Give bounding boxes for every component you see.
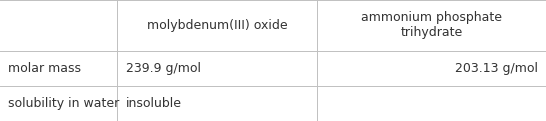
Text: solubility in water: solubility in water <box>8 97 120 110</box>
Text: 203.13 g/mol: 203.13 g/mol <box>455 62 538 75</box>
Text: ammonium phosphate
trihydrate: ammonium phosphate trihydrate <box>361 11 502 39</box>
Text: molybdenum(III) oxide: molybdenum(III) oxide <box>147 19 287 32</box>
Text: molar mass: molar mass <box>8 62 81 75</box>
Text: 239.9 g/mol: 239.9 g/mol <box>126 62 200 75</box>
Text: insoluble: insoluble <box>126 97 182 110</box>
